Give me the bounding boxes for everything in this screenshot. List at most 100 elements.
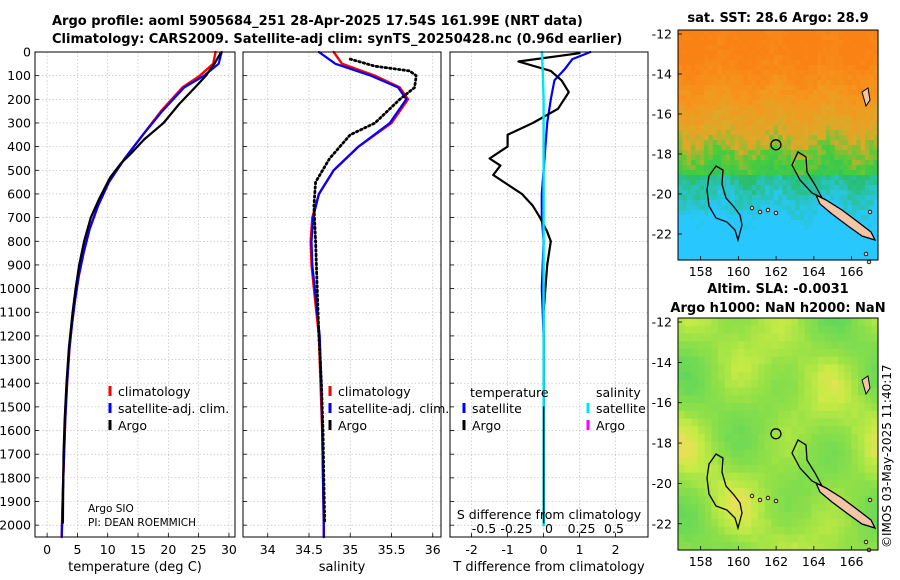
- map-cell: [831, 372, 839, 381]
- map-cell: [756, 230, 762, 236]
- map-cell: [791, 333, 799, 342]
- map-cell: [695, 70, 701, 76]
- map-cell: [858, 395, 866, 404]
- map-cell: [843, 150, 849, 156]
- map-cell: [778, 30, 783, 36]
- map-cell: [838, 542, 846, 551]
- map-cell: [782, 95, 788, 101]
- map-cell: [864, 120, 870, 126]
- map-cell: [804, 95, 810, 101]
- map-cell: [747, 215, 753, 221]
- map-cell: [691, 185, 696, 191]
- map-cell: [711, 387, 719, 396]
- difference-plot-area: [450, 52, 648, 537]
- map-cell: [699, 160, 705, 166]
- map-cell: [704, 140, 710, 146]
- map-cell: [764, 230, 770, 236]
- map-cell: [738, 115, 744, 121]
- map-cell: [799, 165, 805, 171]
- map-cell: [871, 333, 879, 342]
- map-cell: [764, 75, 770, 81]
- map-cell: [751, 418, 759, 427]
- map-cell: [851, 80, 857, 86]
- map-cell: [738, 30, 744, 36]
- map-cell: [808, 80, 814, 86]
- y-tick-label: 1500: [0, 399, 31, 414]
- map-cell: [691, 250, 696, 256]
- map-cell: [799, 35, 805, 41]
- map-cell: [778, 40, 783, 46]
- map-cell: [804, 50, 810, 56]
- map-cell: [795, 60, 801, 66]
- map-cell: [869, 65, 875, 71]
- map-cell: [738, 80, 744, 86]
- map-cell: [821, 245, 827, 251]
- map-cell: [704, 200, 710, 206]
- map-cell: [851, 180, 857, 186]
- map-cell: [825, 245, 831, 251]
- map-cell: [773, 130, 779, 136]
- map-cell: [838, 190, 844, 196]
- map-cell: [838, 240, 844, 246]
- map-cell: [795, 70, 801, 76]
- map-cell: [684, 418, 692, 427]
- map-cell: [717, 90, 723, 96]
- map-cell: [851, 495, 859, 505]
- map-cell: [695, 75, 701, 81]
- difference-legend: temperature salinitysatelliteArgosatellit…: [457, 385, 646, 536]
- map-cell: [812, 125, 818, 131]
- map-cell: [864, 190, 870, 196]
- map-cell: [811, 449, 819, 458]
- map-cell: [812, 250, 818, 256]
- map-cell: [760, 175, 766, 181]
- map-cell: [811, 333, 819, 342]
- map-cell: [704, 503, 712, 512]
- map-cell: [695, 40, 701, 46]
- map-cell: [811, 534, 819, 543]
- map-cell: [744, 495, 752, 505]
- map-cell: [760, 90, 766, 96]
- map-cell: [698, 441, 706, 451]
- map-cell: [778, 220, 783, 226]
- map-cell: [691, 225, 696, 231]
- map-cell: [791, 395, 799, 404]
- map-cell: [784, 333, 792, 342]
- map-cell: [844, 480, 852, 489]
- map-cell: [804, 503, 812, 512]
- map-cell: [704, 418, 712, 427]
- map-cell: [812, 110, 818, 116]
- map-cell: [771, 410, 779, 420]
- map-cell: [869, 55, 875, 61]
- map-cell: [730, 155, 736, 161]
- legend-sal-argo-label: Argo: [596, 418, 625, 433]
- map-cell: [869, 195, 875, 201]
- map-cell: [844, 403, 852, 412]
- map-cell: [786, 95, 792, 101]
- map-cell: [799, 65, 805, 71]
- map-cell: [721, 100, 727, 106]
- map-cell: [758, 403, 766, 412]
- map-cell: [730, 120, 736, 126]
- map-cell: [773, 120, 779, 126]
- map-cell: [717, 60, 723, 66]
- map-cell: [798, 395, 806, 404]
- map-cell: [764, 50, 770, 56]
- coastline: [791, 439, 824, 488]
- map-cell: [731, 534, 739, 543]
- map-cell: [847, 90, 853, 96]
- map-cell: [747, 195, 753, 201]
- map-cell: [704, 255, 710, 261]
- map-cell: [804, 379, 812, 389]
- map-cell: [831, 534, 839, 543]
- map-cell: [818, 449, 826, 458]
- map-cell: [771, 457, 779, 466]
- map-cell: [786, 165, 792, 171]
- map-cell: [734, 70, 740, 76]
- map-cell: [698, 410, 706, 420]
- map-cell: [825, 100, 831, 106]
- map-cell: [860, 70, 866, 76]
- map-cell: [708, 195, 714, 201]
- map-cell: [821, 225, 827, 231]
- map-cell: [756, 145, 762, 151]
- map-cell: [691, 364, 699, 373]
